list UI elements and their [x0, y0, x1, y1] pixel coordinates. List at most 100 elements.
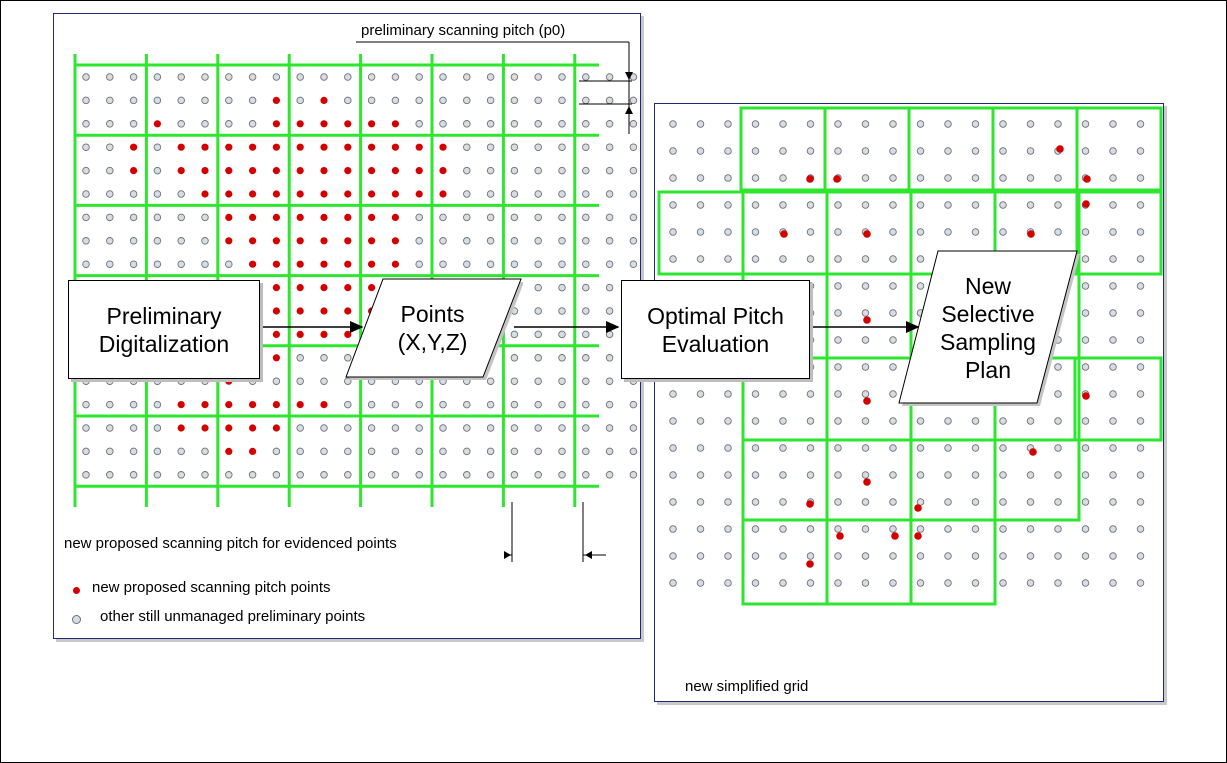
preliminary-point: [153, 237, 162, 245]
simplified-cell: [1075, 190, 1163, 276]
preliminary-point: [605, 213, 614, 222]
preliminary-point: [558, 237, 566, 245]
preliminary-point: [971, 228, 980, 236]
preliminary-point: [558, 354, 566, 362]
step-points-xyz: Points (X,Y,Z): [345, 278, 523, 380]
evidenced-point: [1082, 200, 1090, 208]
evidenced-point: [368, 260, 376, 268]
preliminary-point: [971, 444, 980, 452]
preliminary-point: [629, 400, 638, 409]
evidenced-point: [439, 167, 447, 175]
evidenced-point: [201, 190, 209, 198]
preliminary-point: [463, 190, 471, 198]
preliminary-point: [1026, 417, 1035, 425]
preliminary-point: [1109, 525, 1117, 533]
preliminary-point: [534, 424, 542, 432]
preliminary-point: [201, 73, 209, 81]
preliminary-point: [724, 255, 732, 263]
preliminary-point: [1081, 498, 1090, 506]
preliminary-point: [724, 228, 732, 236]
preliminary-point: [834, 579, 842, 587]
evidenced-point: [320, 167, 328, 175]
evidenced-point: [296, 143, 304, 151]
evidenced-point: [368, 284, 376, 292]
preliminary-point: [834, 282, 842, 290]
preliminary-point: [806, 525, 815, 533]
preliminary-point: [344, 471, 352, 479]
preliminary-point: [1109, 255, 1117, 263]
preliminary-point: [463, 400, 471, 409]
preliminary-point: [779, 552, 787, 560]
preliminary-point: [510, 190, 519, 198]
evidenced-point: [344, 213, 352, 221]
preliminary-point: [344, 447, 352, 456]
evidenced-point: [177, 424, 185, 432]
preliminary-point: [415, 237, 423, 245]
preliminary-point: [629, 424, 638, 432]
preliminary-point: [582, 96, 590, 105]
evidenced-point: [296, 167, 304, 175]
evidenced-point: [225, 424, 233, 432]
preliminary-point: [724, 147, 732, 155]
preliminary-point: [999, 174, 1007, 182]
preliminary-point: [779, 255, 787, 263]
preliminary-point: [415, 400, 423, 409]
preliminary-point: [751, 390, 760, 398]
preliminary-point: [534, 73, 542, 81]
preliminary-point: [415, 260, 423, 268]
preliminary-point: [415, 424, 423, 432]
preliminary-point: [1054, 417, 1062, 425]
preliminary-point: [1054, 579, 1062, 587]
preliminary-point: [486, 471, 495, 479]
preliminary-point: [669, 390, 677, 398]
preliminary-point: [889, 282, 897, 290]
preliminary-point: [82, 424, 90, 432]
preliminary-point: [669, 147, 677, 155]
preliminary-point: [344, 96, 352, 105]
preliminary-point: [806, 147, 815, 155]
preliminary-point: [582, 73, 590, 81]
preliminary-point: [129, 237, 138, 245]
preliminary-point: [1081, 147, 1090, 155]
evidenced-point: [272, 330, 280, 338]
evidenced-point: [344, 167, 352, 175]
preliminary-point: [806, 201, 815, 209]
evidenced-point: [1082, 392, 1090, 400]
preliminary-point: [582, 400, 590, 409]
preliminary-point: [82, 120, 90, 128]
preliminary-point: [177, 447, 185, 456]
preliminary-point: [916, 444, 925, 452]
preliminary-point: [82, 190, 90, 198]
preliminary-point: [486, 190, 495, 198]
simplified-cell: [1075, 106, 1163, 192]
preliminary-point: [463, 213, 471, 222]
preliminary-point: [1054, 552, 1062, 560]
preliminary-point: [834, 336, 842, 344]
preliminary-point: [971, 174, 980, 182]
step-preliminary-digitalization: Preliminary Digitalization: [68, 280, 260, 379]
preliminary-point: [367, 424, 376, 432]
evidenced-point: [320, 96, 328, 104]
evidenced-point: [272, 354, 280, 362]
evidenced-point: [320, 213, 328, 221]
preliminary-point: [724, 525, 732, 533]
preliminary-point: [696, 498, 705, 506]
preliminary-point: [724, 579, 732, 587]
evidenced-point: [415, 167, 423, 175]
preliminary-point: [486, 166, 495, 175]
preliminary-point: [582, 283, 590, 292]
preliminary-point: [1109, 174, 1117, 182]
preliminary-point: [1136, 309, 1145, 317]
preliminary-point: [510, 143, 519, 151]
preliminary-point: [1081, 120, 1090, 128]
preliminary-point: [861, 255, 870, 263]
preliminary-point: [1081, 309, 1090, 317]
parallelogram-shape: [898, 250, 1080, 406]
evidenced-point: [391, 213, 399, 221]
preliminary-point: [1109, 147, 1117, 155]
preliminary-point: [463, 237, 471, 245]
preliminary-point: [129, 424, 138, 432]
preliminary-point: [916, 228, 925, 236]
evidenced-point: [249, 143, 257, 151]
preliminary-point: [944, 417, 952, 425]
